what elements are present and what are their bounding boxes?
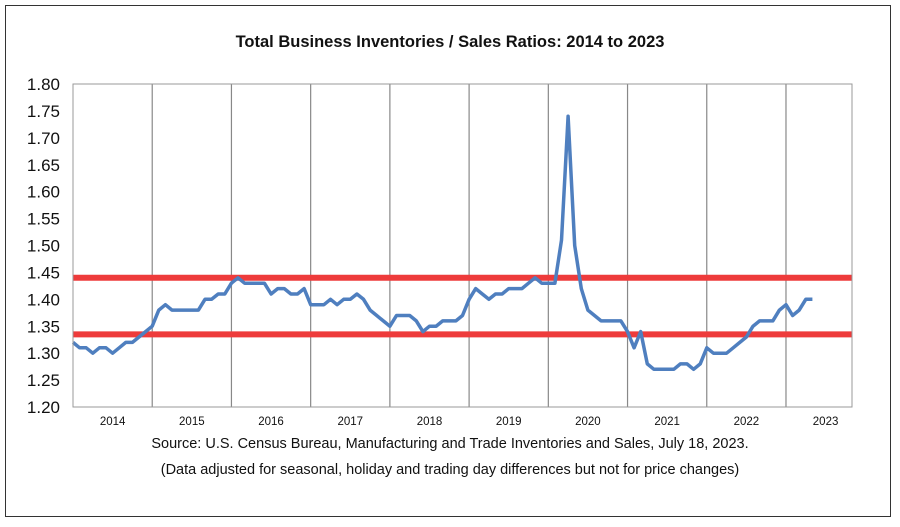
chart-title: Total Business Inventories / Sales Ratio… [236, 33, 665, 51]
y-tick-label: 1.80 [27, 75, 60, 94]
x-tick-label: 2022 [734, 416, 760, 428]
y-tick-label: 1.70 [27, 129, 60, 148]
y-tick-label: 1.40 [27, 290, 60, 309]
data-note: (Data adjusted for seasonal, holiday and… [160, 462, 740, 478]
y-tick-label: 1.50 [27, 237, 60, 256]
x-tick-label: 2021 [654, 416, 680, 428]
x-tick-label: 2020 [575, 416, 601, 428]
y-tick-label: 1.20 [27, 398, 60, 417]
chart-frame [5, 5, 891, 517]
x-tick-label: 2018 [417, 416, 443, 428]
y-tick-label: 1.60 [27, 183, 60, 202]
x-tick-label: 2014 [100, 416, 126, 428]
x-tick-label: 2015 [179, 416, 205, 428]
y-tick-label: 1.75 [27, 102, 60, 121]
x-tick-label: 2023 [813, 416, 839, 428]
x-tick-label: 2016 [258, 416, 284, 428]
y-tick-label: 1.35 [27, 317, 60, 336]
source-note: Source: U.S. Census Bureau, Manufacturin… [151, 436, 749, 452]
x-tick-label: 2019 [496, 416, 522, 428]
y-tick-label: 1.65 [27, 156, 60, 175]
y-tick-label: 1.45 [27, 263, 60, 282]
plot-area-border [72, 83, 853, 408]
y-tick-label: 1.30 [27, 344, 60, 363]
x-tick-label: 2017 [337, 416, 363, 428]
y-tick-label: 1.55 [27, 210, 60, 229]
y-tick-label: 1.25 [27, 371, 60, 390]
